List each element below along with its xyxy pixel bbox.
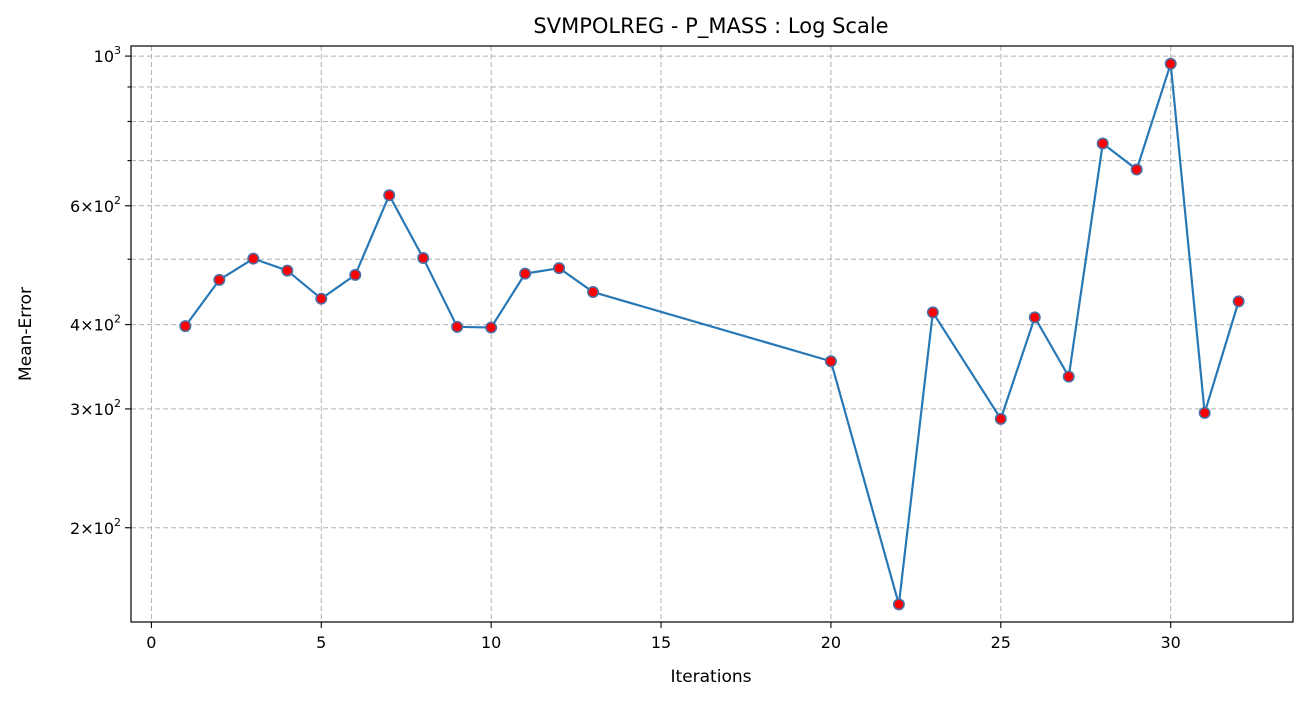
data-point [1130,163,1143,176]
data-point [926,306,939,319]
grid-lines [131,46,1293,622]
data-point [519,267,532,280]
data-point [281,264,294,277]
data-point [824,355,837,368]
data-point [349,268,362,281]
data-point [1232,295,1245,308]
x-axis-label: Iterations [671,667,752,687]
y-tick-label: 6×102 [70,194,121,216]
data-point [994,412,1007,425]
data-point [1028,311,1041,324]
data-point [179,320,192,333]
data-point [417,252,430,265]
y-tick-label: 103 [94,44,121,66]
y-tick-label: 2×102 [70,516,121,538]
y-tick-label: 3×102 [70,397,121,419]
x-tick-label: 20 [821,633,841,652]
data-point [383,189,396,202]
data-point [1096,137,1109,150]
x-tick-label: 25 [991,633,1011,652]
x-tick-label: 5 [316,633,326,652]
series-line [184,62,1240,606]
y-tick-label: 4×102 [70,313,121,335]
data-point [587,286,600,299]
data-point [213,273,226,286]
y-axis-label: Mean-Error [16,287,36,381]
x-tick-label: 10 [481,633,501,652]
data-point [1198,406,1211,419]
x-tick-label: 15 [651,633,671,652]
data-point [247,252,260,265]
plot-frame [130,45,1294,623]
data-point [1164,57,1177,70]
data-point [553,262,566,275]
data-point [485,321,498,334]
series [179,57,1245,611]
x-tick-label: 30 [1161,633,1181,652]
data-point [1062,370,1075,383]
data-point [315,292,328,305]
data-point [892,598,905,611]
chart-title: SVMPOLREG - P_MASS : Log Scale [533,14,888,39]
x-tick-label: 0 [146,633,156,652]
data-point [451,320,464,333]
axis-ticks: 0 5 10 15 20 25 30 2×102 3×102 4×102 6×102 103 [70,44,1181,652]
